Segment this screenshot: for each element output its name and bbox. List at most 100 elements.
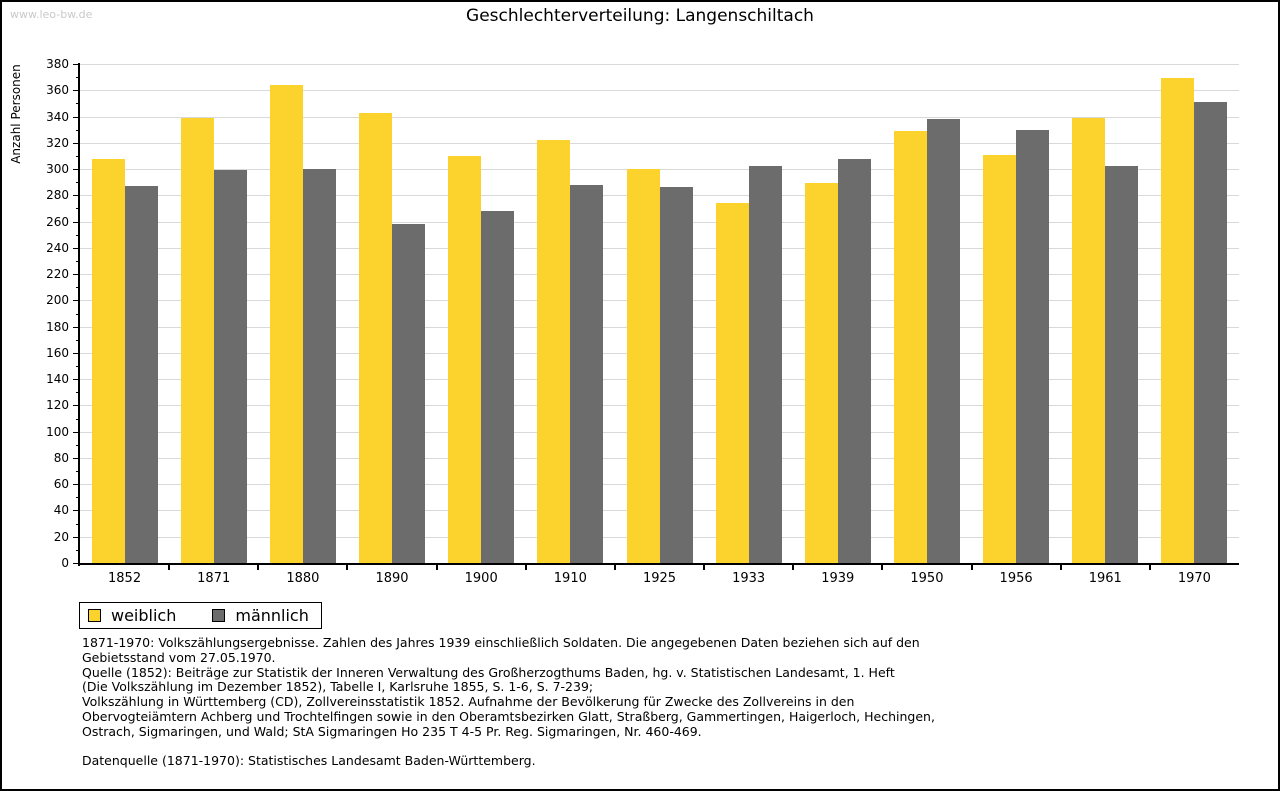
y-axis-line	[78, 63, 80, 566]
bar-maennlich-1970	[1194, 102, 1228, 563]
y-axis-tick-label: 300	[46, 162, 69, 177]
gridline	[80, 64, 1239, 65]
bar-weiblich-1950	[893, 130, 927, 563]
y-axis-tick	[73, 431, 80, 433]
bar-weiblich-1925	[626, 169, 660, 563]
chart-title: Geschlechterverteilung: Langenschiltach	[466, 6, 814, 26]
bar-weiblich-1890	[359, 112, 393, 563]
x-axis-tick	[703, 565, 706, 570]
y-axis-tick	[73, 116, 80, 118]
y-axis-tick-label: 200	[46, 293, 69, 308]
legend-item-weiblich: weiblich	[88, 606, 176, 625]
weiblich-swatch-icon	[88, 609, 101, 622]
bar-maennlich-1900	[481, 211, 515, 563]
legend: weiblich männlich	[79, 602, 322, 629]
x-axis-tick	[613, 565, 616, 570]
y-axis-tick-label: 340	[46, 109, 69, 124]
bar-maennlich-1890	[392, 224, 426, 563]
y-axis-tick	[73, 379, 80, 381]
x-axis-tick-label: 1950	[910, 571, 944, 586]
x-axis-tick	[970, 565, 973, 570]
x-axis-tick-label: 1970	[1177, 571, 1211, 586]
x-axis-tick	[792, 565, 795, 570]
legend-label-maennlich: männlich	[235, 606, 309, 625]
bar-weiblich-1852	[91, 158, 125, 563]
y-axis-tick-label: 280	[46, 188, 69, 203]
datenquelle-line: Datenquelle (1871-1970): Statistisches L…	[82, 753, 536, 769]
legend-item-maennlich: männlich	[212, 606, 309, 625]
legend-label-weiblich: weiblich	[111, 606, 177, 625]
y-axis-tick-label: 100	[46, 424, 69, 439]
bar-maennlich-1852	[124, 186, 158, 563]
footer-line: Volkszählung in Württemberg (CD), Zollve…	[82, 694, 855, 710]
y-axis-tick	[73, 536, 80, 538]
x-axis-tick	[346, 565, 349, 570]
bar-maennlich-1939	[837, 158, 871, 563]
y-axis-tick	[73, 274, 80, 276]
footer-line	[82, 740, 935, 755]
y-axis-tick	[73, 300, 80, 302]
maennlich-swatch-icon	[212, 609, 226, 622]
y-axis-tick	[73, 405, 80, 407]
x-axis-tick	[524, 565, 527, 570]
gridline	[80, 90, 1239, 92]
bar-maennlich-1961	[1105, 166, 1139, 563]
bar-weiblich-1970	[1161, 78, 1195, 563]
bar-weiblich-1933	[715, 203, 749, 563]
x-axis-tick	[168, 565, 171, 570]
y-axis-tick-label: 380	[46, 57, 69, 71]
source-notes: 1871-1970: Volkszählungsergebnisse. Zahl…	[82, 635, 935, 769]
footer-line: Quelle (1852): Beiträge zur Statistik de…	[82, 664, 895, 680]
y-axis-tick	[73, 247, 80, 249]
y-axis-tick-label: 140	[46, 372, 69, 387]
gridline	[80, 116, 1239, 118]
x-axis-tick-label: 1890	[375, 571, 409, 586]
bar-weiblich-1910	[537, 140, 571, 563]
bar-maennlich-1910	[570, 184, 604, 563]
footer-line: Obervogteiämtern Achberg und Trochtelfin…	[82, 708, 935, 724]
bar-maennlich-1956	[1016, 129, 1050, 563]
bar-maennlich-1925	[659, 187, 693, 563]
y-axis-tick	[73, 142, 80, 144]
footer-line: (Die Volkszählung im Dezember 1852), Tab…	[82, 679, 594, 695]
x-axis-tick-label: 1880	[286, 571, 320, 586]
y-axis-tick-label: 20	[53, 529, 69, 544]
y-axis-tick	[73, 64, 80, 65]
bar-weiblich-1880	[269, 85, 303, 563]
bar-maennlich-1880	[302, 169, 336, 563]
gridline	[80, 169, 1239, 171]
bar-weiblich-1900	[448, 155, 482, 563]
y-axis-tick-label: 120	[46, 398, 69, 413]
x-axis-tick-label: 1871	[197, 571, 231, 586]
x-axis-tick	[881, 565, 884, 570]
x-axis-line	[78, 563, 1239, 565]
y-axis-tick-label: 240	[46, 240, 69, 255]
y-axis-tick	[73, 90, 80, 92]
x-axis-tick-label: 1925	[642, 571, 677, 586]
y-axis-tick	[73, 457, 80, 459]
y-axis-tick	[73, 195, 80, 197]
x-axis-tick-label: 1956	[999, 571, 1033, 586]
x-axis-tick	[1148, 565, 1151, 570]
y-axis-tick-label: 80	[53, 450, 69, 465]
x-axis-tick-label: 1852	[108, 571, 142, 586]
y-axis-tick-label: 360	[46, 83, 69, 98]
y-axis-tick-label: 0	[61, 556, 69, 570]
bar-maennlich-1933	[748, 166, 782, 563]
x-axis-tick-label: 1910	[553, 571, 587, 586]
bar-weiblich-1871	[180, 117, 214, 563]
x-axis-tick	[257, 565, 260, 570]
y-axis-tick-label: 180	[46, 319, 69, 334]
y-axis-tick-label: 40	[53, 503, 69, 518]
x-axis-tick-label: 1900	[464, 571, 498, 586]
gridline	[80, 142, 1239, 144]
y-axis-tick-label: 320	[46, 135, 69, 150]
y-axis-tick	[73, 563, 80, 564]
y-axis-tick	[73, 352, 80, 354]
x-axis-tick	[435, 565, 438, 570]
bar-weiblich-1961	[1072, 117, 1106, 563]
x-axis-tick-label: 1961	[1088, 571, 1122, 586]
y-axis-tick-label: 260	[46, 214, 69, 229]
bar-maennlich-1950	[926, 119, 960, 563]
